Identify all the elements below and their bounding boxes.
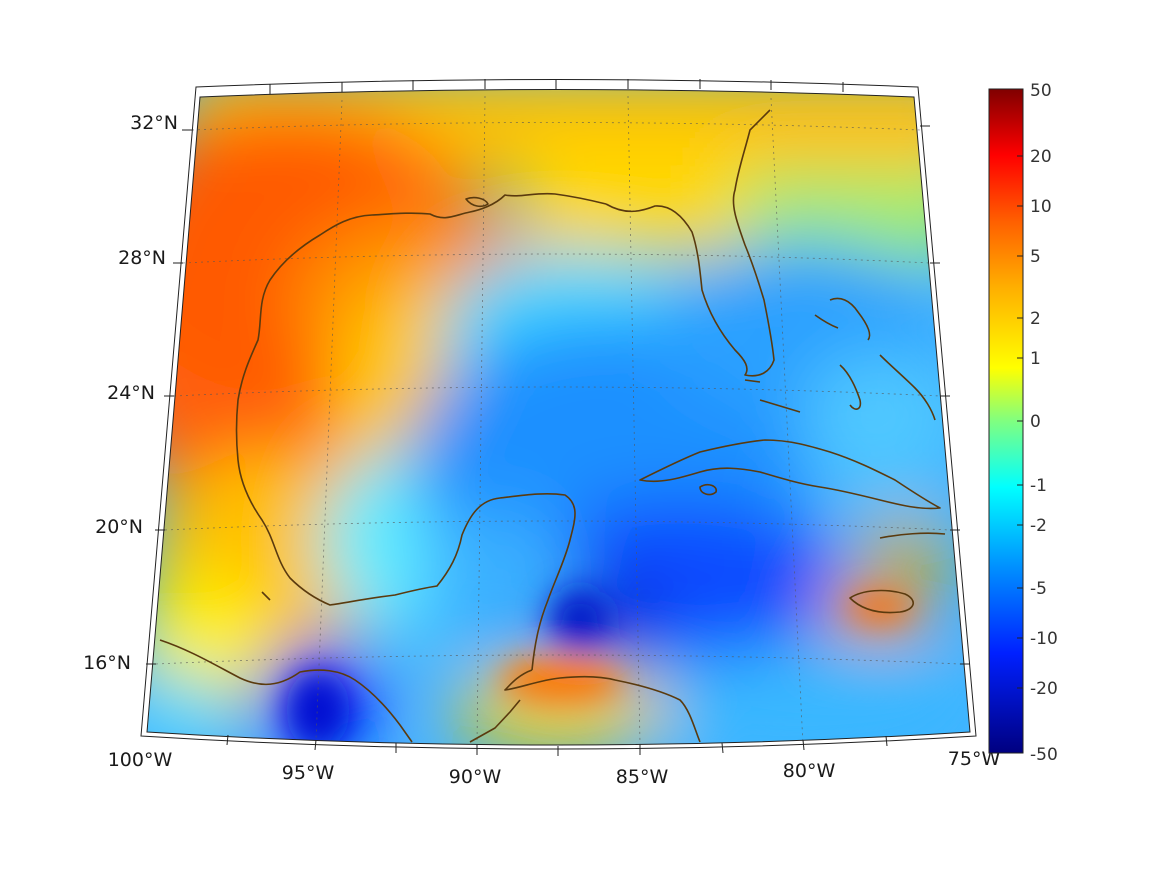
map-frame bbox=[146, 89, 971, 746]
colorbar-tick-label: -1 bbox=[1030, 476, 1047, 496]
colorbar-tick-label: 10 bbox=[1030, 197, 1052, 217]
lon-label-75w: 75°W bbox=[948, 748, 1001, 770]
colorbar-tick-label: 2 bbox=[1030, 309, 1041, 329]
colorbar-tick-label: 1 bbox=[1030, 349, 1041, 369]
colorbar-tick-label: -50 bbox=[1030, 745, 1058, 765]
frame-ticks bbox=[146, 79, 970, 756]
lon-label-100w: 100°W bbox=[108, 749, 173, 771]
colorbar: 50 20 10 5 2 1 0 -1 -2 -5 -10 -20 -50 bbox=[988, 81, 1058, 765]
map-frame-outer bbox=[140, 79, 977, 750]
colorbar-tick-label: -5 bbox=[1030, 579, 1047, 599]
latitude-labels: 32°N 28°N 24°N 20°N 16°N bbox=[83, 112, 178, 674]
lon-label-80w: 80°W bbox=[783, 760, 836, 782]
coastlines bbox=[159, 109, 946, 743]
lat-label-24n: 24°N bbox=[107, 382, 155, 404]
colorbar-tick-label: 0 bbox=[1030, 412, 1041, 432]
graticule bbox=[155, 95, 961, 746]
lat-label-16n: 16°N bbox=[83, 652, 131, 674]
lon-label-95w: 95°W bbox=[282, 762, 335, 784]
colorbar-tick-label: -2 bbox=[1030, 516, 1047, 536]
lat-label-28n: 28°N bbox=[118, 247, 166, 269]
lat-label-20n: 20°N bbox=[95, 516, 143, 538]
colorbar-ticks bbox=[1017, 155, 1023, 689]
longitude-labels: 100°W 95°W 90°W 85°W 80°W 75°W bbox=[108, 748, 1001, 788]
colorbar-tick-label: 5 bbox=[1030, 247, 1041, 267]
colorbar-tick-label: -10 bbox=[1030, 629, 1058, 649]
lon-label-85w: 85°W bbox=[616, 766, 669, 788]
colorbar-tick-label: 50 bbox=[1030, 81, 1052, 101]
colorbar-tick-label: 20 bbox=[1030, 147, 1052, 167]
lon-label-90w: 90°W bbox=[449, 766, 502, 788]
lat-label-32n: 32°N bbox=[130, 112, 178, 134]
colorbar-tick-label: -20 bbox=[1030, 679, 1058, 699]
map-field bbox=[147, 89, 970, 745]
